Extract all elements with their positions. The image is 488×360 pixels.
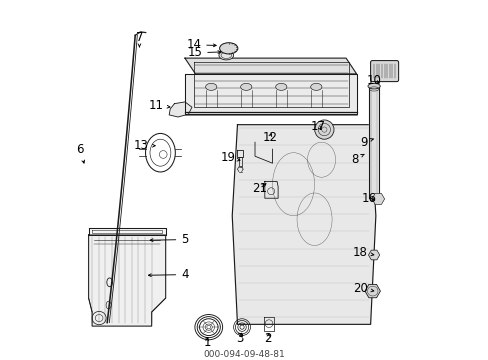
Polygon shape (371, 193, 384, 204)
Ellipse shape (219, 43, 237, 54)
Ellipse shape (205, 84, 216, 90)
Ellipse shape (314, 120, 333, 139)
Text: 15: 15 (187, 46, 220, 59)
Text: 12: 12 (262, 131, 277, 144)
Ellipse shape (367, 84, 380, 89)
Text: 8: 8 (350, 153, 363, 166)
Polygon shape (88, 235, 165, 326)
Text: 1: 1 (203, 336, 210, 349)
Polygon shape (184, 74, 356, 114)
Text: 7: 7 (135, 31, 143, 47)
Polygon shape (169, 102, 192, 117)
Polygon shape (368, 86, 379, 198)
Text: 16: 16 (361, 192, 376, 205)
Text: 18: 18 (352, 246, 373, 259)
Text: 11: 11 (148, 99, 170, 112)
Text: 2: 2 (264, 332, 271, 345)
Ellipse shape (275, 84, 286, 90)
Text: 17: 17 (310, 120, 325, 133)
Text: 6: 6 (76, 143, 84, 163)
Polygon shape (184, 58, 356, 74)
Text: 000-094-09-48-81: 000-094-09-48-81 (203, 350, 285, 359)
Ellipse shape (219, 51, 233, 60)
Polygon shape (368, 250, 379, 260)
Text: 19: 19 (220, 152, 240, 165)
Ellipse shape (240, 84, 251, 90)
Polygon shape (88, 228, 165, 235)
Text: 9: 9 (359, 136, 372, 149)
Text: 14: 14 (186, 38, 216, 51)
Polygon shape (232, 125, 375, 324)
Text: 5: 5 (150, 233, 188, 246)
Polygon shape (364, 284, 380, 298)
Text: 21: 21 (251, 182, 266, 195)
Text: 10: 10 (366, 75, 381, 87)
Text: 20: 20 (352, 282, 373, 295)
Text: 4: 4 (148, 268, 188, 281)
Text: 3: 3 (236, 332, 243, 345)
Text: 13: 13 (133, 139, 155, 152)
FancyBboxPatch shape (370, 60, 398, 82)
Ellipse shape (310, 84, 321, 90)
